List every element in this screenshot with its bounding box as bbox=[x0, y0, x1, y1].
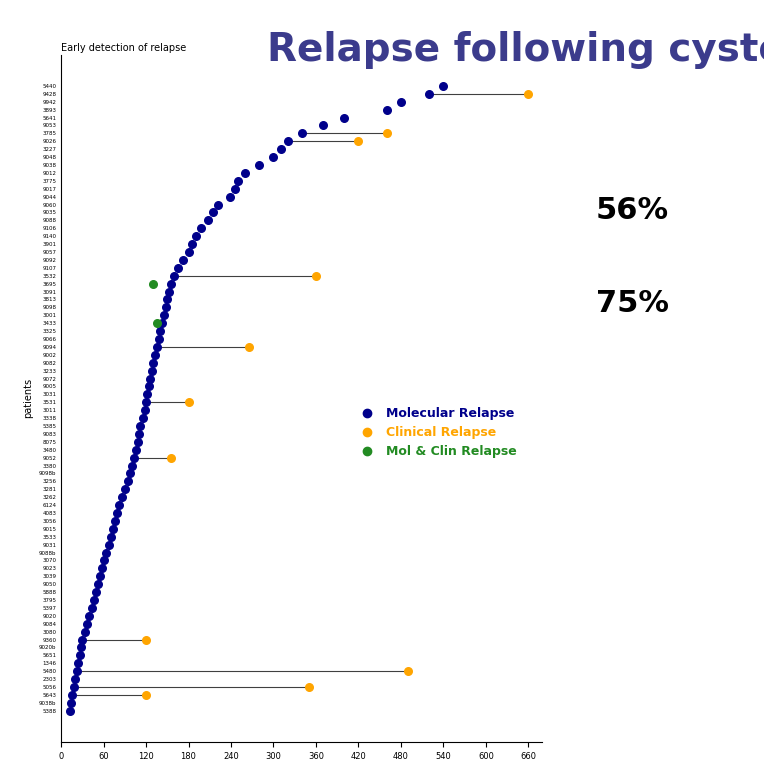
Text: Early detection of relapse: Early detection of relapse bbox=[61, 42, 186, 52]
Point bbox=[161, 293, 173, 305]
Point bbox=[125, 467, 137, 480]
Point bbox=[310, 269, 322, 282]
Point bbox=[317, 119, 329, 132]
Point bbox=[243, 341, 255, 353]
Point bbox=[151, 341, 163, 353]
Point bbox=[99, 555, 111, 567]
Point bbox=[157, 309, 170, 322]
Point bbox=[70, 665, 83, 677]
Point bbox=[186, 238, 198, 251]
Point bbox=[128, 451, 140, 464]
Point bbox=[143, 380, 155, 393]
Point bbox=[212, 198, 225, 211]
Point bbox=[140, 396, 152, 408]
Point bbox=[338, 112, 351, 124]
Point bbox=[68, 681, 80, 694]
Point bbox=[239, 166, 251, 179]
Text: Relapse following cystectomy: Relapse following cystectomy bbox=[267, 31, 764, 70]
Point bbox=[140, 689, 152, 701]
Point bbox=[63, 704, 76, 717]
Point bbox=[141, 388, 154, 401]
Point bbox=[121, 475, 134, 487]
Point bbox=[267, 151, 280, 163]
Point bbox=[395, 95, 407, 108]
Point bbox=[195, 222, 207, 234]
Point bbox=[165, 451, 177, 464]
Point bbox=[146, 365, 158, 377]
Point bbox=[437, 80, 449, 92]
Point bbox=[352, 135, 364, 148]
Point bbox=[86, 601, 98, 614]
Point bbox=[126, 459, 138, 472]
Point bbox=[148, 348, 160, 361]
Point bbox=[172, 262, 184, 274]
Point bbox=[130, 444, 142, 456]
Point bbox=[131, 436, 144, 448]
Point bbox=[88, 594, 100, 606]
Point bbox=[100, 546, 112, 558]
Point bbox=[81, 618, 93, 630]
Point bbox=[75, 641, 87, 654]
Point bbox=[160, 301, 172, 314]
Point bbox=[70, 672, 82, 685]
Point bbox=[108, 515, 121, 527]
Point bbox=[140, 633, 152, 646]
Point bbox=[133, 428, 145, 440]
Legend: Molecular Relapse, Clinical Relapse, Mol & Clin Relapse: Molecular Relapse, Clinical Relapse, Mol… bbox=[350, 402, 522, 463]
Point bbox=[105, 530, 117, 543]
Point bbox=[156, 317, 168, 330]
Point bbox=[118, 483, 131, 495]
Point bbox=[76, 633, 89, 646]
Point bbox=[274, 143, 286, 155]
Point bbox=[111, 507, 123, 519]
Point bbox=[83, 609, 96, 622]
Point bbox=[113, 499, 125, 512]
Point bbox=[102, 538, 115, 551]
Point bbox=[522, 87, 534, 100]
Point bbox=[94, 570, 106, 583]
Point bbox=[303, 681, 315, 694]
Point bbox=[176, 254, 189, 266]
Point bbox=[202, 214, 215, 226]
Point bbox=[107, 522, 119, 535]
Point bbox=[72, 657, 84, 669]
Point bbox=[189, 230, 202, 242]
Text: 56%: 56% bbox=[596, 196, 669, 225]
Text: 75%: 75% bbox=[596, 290, 669, 319]
Point bbox=[154, 325, 167, 337]
Point bbox=[153, 333, 165, 345]
Point bbox=[134, 419, 147, 432]
Point bbox=[66, 689, 79, 701]
Point bbox=[165, 277, 177, 290]
Point bbox=[116, 491, 128, 504]
Point bbox=[163, 285, 175, 298]
Point bbox=[380, 103, 393, 116]
Point bbox=[228, 183, 241, 195]
Point bbox=[65, 697, 77, 709]
Point bbox=[423, 87, 435, 100]
Point bbox=[138, 404, 151, 416]
Point bbox=[73, 649, 86, 662]
Point bbox=[183, 246, 195, 259]
Point bbox=[137, 412, 149, 424]
Y-axis label: patients: patients bbox=[23, 378, 33, 419]
Point bbox=[207, 206, 219, 219]
Point bbox=[168, 269, 180, 282]
Point bbox=[147, 356, 159, 369]
Point bbox=[253, 159, 265, 171]
Point bbox=[96, 562, 108, 575]
Point bbox=[296, 127, 308, 140]
Point bbox=[281, 135, 293, 148]
Point bbox=[147, 277, 159, 290]
Point bbox=[183, 396, 195, 408]
Point bbox=[79, 626, 92, 638]
Point bbox=[232, 175, 244, 187]
Point bbox=[402, 665, 414, 677]
Point bbox=[144, 373, 157, 385]
Point bbox=[92, 578, 104, 590]
Point bbox=[89, 586, 102, 598]
Point bbox=[151, 317, 163, 330]
Point bbox=[223, 191, 235, 203]
Point bbox=[380, 127, 393, 140]
